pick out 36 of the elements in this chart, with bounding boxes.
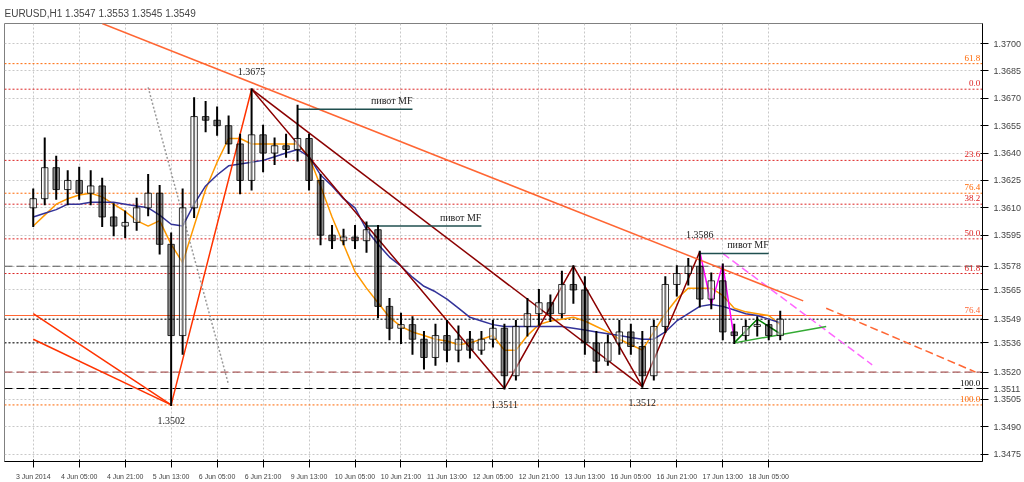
data-label: 1.3511 bbox=[490, 398, 518, 410]
data-label: 1.3675 bbox=[237, 66, 266, 78]
y-tick-label: 1.3475 bbox=[993, 449, 1022, 460]
y-tick-label: 1.3520 bbox=[993, 367, 1022, 378]
annotation: 100.0 bbox=[959, 377, 981, 388]
y-tick-label: 1.3640 bbox=[993, 148, 1022, 159]
y-tick-label: 1.3549 bbox=[993, 314, 1022, 325]
y-tick-label: 1.3536 bbox=[993, 337, 1022, 348]
y-tick-label: 1.3700 bbox=[993, 38, 1022, 49]
annotation: 76.4 bbox=[964, 304, 981, 315]
annotation: пивот MF bbox=[439, 212, 482, 224]
data-label: 1.3502 bbox=[157, 414, 185, 426]
y-tick-label: 1.3490 bbox=[993, 421, 1022, 432]
annotation: 23.6 bbox=[964, 149, 981, 160]
y-tick-label: 1.3595 bbox=[993, 230, 1022, 241]
data-label: 1.3512 bbox=[628, 396, 657, 408]
annotation: 61.8 bbox=[964, 262, 981, 273]
y-tick-label: 1.3685 bbox=[993, 65, 1022, 76]
annotation: 0.0 bbox=[968, 78, 981, 89]
annotation: пивот MF bbox=[727, 239, 770, 251]
y-tick-label: 1.3505 bbox=[993, 394, 1022, 405]
y-tick-label: 1.3625 bbox=[993, 175, 1022, 186]
y-tick-label: 1.3670 bbox=[993, 93, 1022, 104]
annotation: 38.2 bbox=[964, 193, 981, 204]
annotation: 100.0 bbox=[959, 393, 981, 404]
chart-title: EURUSD,H1 1.3547 1.3553 1.3545 1.3549 bbox=[4, 7, 197, 19]
y-tick-label: 1.3565 bbox=[993, 284, 1022, 295]
y-tick-label: 1.3511 bbox=[993, 383, 1021, 394]
annotation: 61.8 bbox=[964, 52, 981, 63]
annotation: 76.4 bbox=[964, 182, 981, 193]
y-tick-label: 1.3578 bbox=[993, 261, 1022, 272]
annotation: пивот MF bbox=[370, 95, 413, 107]
data-label: 1.3586 bbox=[686, 228, 714, 240]
annotation: 50.0 bbox=[964, 227, 981, 238]
y-tick-label: 1.3610 bbox=[993, 202, 1022, 213]
y-tick-label: 1.3655 bbox=[993, 120, 1022, 131]
